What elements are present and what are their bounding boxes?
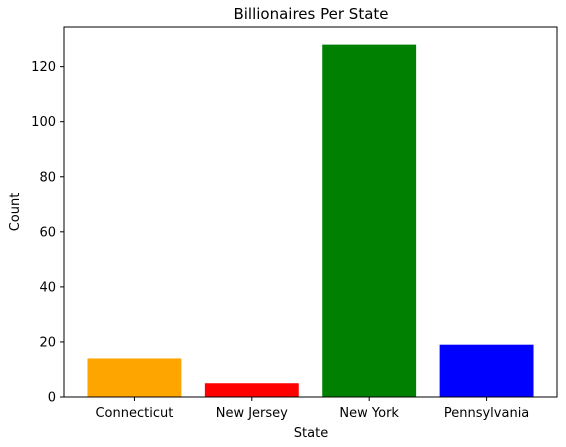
y-tick-label: 40 <box>39 280 56 295</box>
chart-title: Billionaires Per State <box>233 5 388 23</box>
y-tick-label: 100 <box>31 115 56 130</box>
y-tick-label: 20 <box>39 335 56 350</box>
y-tick-label: 80 <box>39 170 56 185</box>
y-axis: 0 20 40 60 80 100 120 <box>31 60 64 406</box>
x-tick-label: New Jersey <box>216 406 288 421</box>
bar-new-jersey <box>204 383 299 397</box>
x-axis-label: State <box>294 426 328 441</box>
x-tick-label: New York <box>339 406 399 421</box>
y-tick-label: 120 <box>31 60 56 75</box>
plot-frame <box>63 26 558 398</box>
bars-layer <box>87 44 534 398</box>
bar-connecticut <box>87 358 182 397</box>
y-tick-label: 60 <box>39 225 56 240</box>
bar-pennsylvania <box>439 344 534 397</box>
y-tick-label: 0 <box>48 391 56 406</box>
x-tick-label: Connecticut <box>95 406 173 421</box>
bar-new-york <box>322 44 417 398</box>
x-axis: Connecticut New Jersey New York Pennsylvani… <box>95 397 529 421</box>
x-tick-label: Pennsylvania <box>444 406 529 421</box>
y-axis-label: Count <box>8 193 23 232</box>
